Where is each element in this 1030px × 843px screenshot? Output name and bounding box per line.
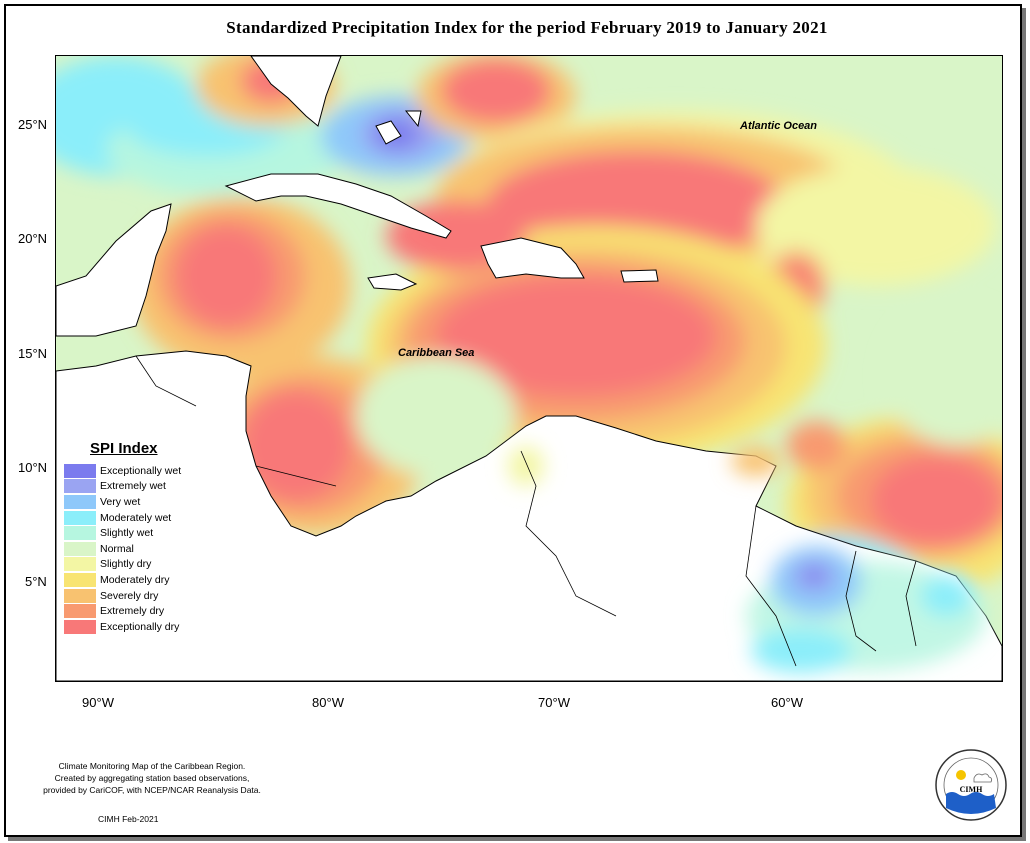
logo-text: CIMH (960, 785, 983, 794)
credits-line-1: Climate Monitoring Map of the Caribbean … (58, 761, 246, 771)
legend-swatch (64, 557, 96, 572)
legend-item: Slightly dry (64, 557, 204, 573)
legend-label: Exceptionally dry (100, 620, 180, 633)
credits-line-3: provided by CariCOF, with NCEP/NCAR Rean… (43, 785, 261, 795)
legend-swatch (64, 479, 96, 494)
credits: Climate Monitoring Map of the Caribbean … (32, 760, 272, 796)
legend-swatch (64, 526, 96, 541)
legend-label: Moderately dry (100, 573, 170, 586)
caribbean-sea-label: Caribbean Sea (398, 347, 475, 359)
lat-tick-10n: 10°N (18, 460, 48, 475)
credits-line-2: Created by aggregating station based obs… (54, 773, 250, 783)
date-stamp: CIMH Feb-2021 (98, 814, 159, 824)
legend-item: Exceptionally wet (64, 463, 204, 479)
legend-swatch (64, 494, 96, 509)
spi-legend: SPI Index Exceptionally wet Extremely wet… (64, 440, 204, 635)
legend-item: Moderately dry (64, 572, 204, 588)
legend-label: Severely dry (100, 589, 159, 602)
lon-tick-60w: 60°W (771, 695, 803, 710)
atlantic-ocean-label: Atlantic Ocean (740, 120, 818, 132)
legend-item: Very wet (64, 494, 204, 510)
legend-swatch (64, 604, 96, 619)
legend-item: Moderately wet (64, 510, 204, 526)
map-title: Standardized Precipitation Index for the… (226, 18, 828, 37)
cimh-logo: CIMH (934, 748, 1008, 822)
borders (135, 355, 917, 667)
legend-item: Normal (64, 541, 204, 557)
spi-field (56, 56, 1002, 676)
legend-label: Extremely wet (100, 480, 166, 493)
legend-title: SPI Index (90, 440, 158, 457)
legend-swatch (64, 541, 96, 556)
lat-tick-5n: 5°N (25, 574, 47, 589)
legend-label: Normal (100, 542, 134, 555)
legend-item: Exceptionally dry (64, 619, 204, 635)
guianas-field (508, 446, 986, 673)
sun-icon (956, 770, 966, 780)
legend-swatch (64, 463, 96, 478)
legend-label: Slightly dry (100, 558, 152, 571)
lat-tick-15n: 15°N (18, 346, 48, 361)
legend-label: Slightly wet (100, 527, 154, 540)
legend-item: Severely dry (64, 588, 204, 604)
legend-item: Slightly wet (64, 525, 204, 541)
legend-label: Exceptionally wet (100, 464, 182, 477)
legend-item: Extremely wet (64, 479, 204, 495)
cloud-icon (973, 773, 993, 783)
lon-tick-90w: 90°W (82, 695, 114, 710)
legend-swatch (64, 619, 96, 634)
legend-swatch (64, 572, 96, 587)
legend-item: Extremely dry (64, 603, 204, 619)
lat-tick-20n: 20°N (18, 231, 48, 246)
legend-label: Very wet (100, 495, 141, 508)
lon-tick-80w: 80°W (312, 695, 344, 710)
wave-icon (946, 792, 996, 814)
legend-swatch (64, 588, 96, 603)
legend-label: Moderately wet (100, 511, 172, 524)
spi-map (55, 55, 1003, 682)
lon-tick-70w: 70°W (538, 695, 570, 710)
legend-label: Extremely dry (100, 605, 165, 618)
legend-swatch (64, 510, 96, 525)
lat-tick-25n: 25°N (18, 117, 48, 132)
